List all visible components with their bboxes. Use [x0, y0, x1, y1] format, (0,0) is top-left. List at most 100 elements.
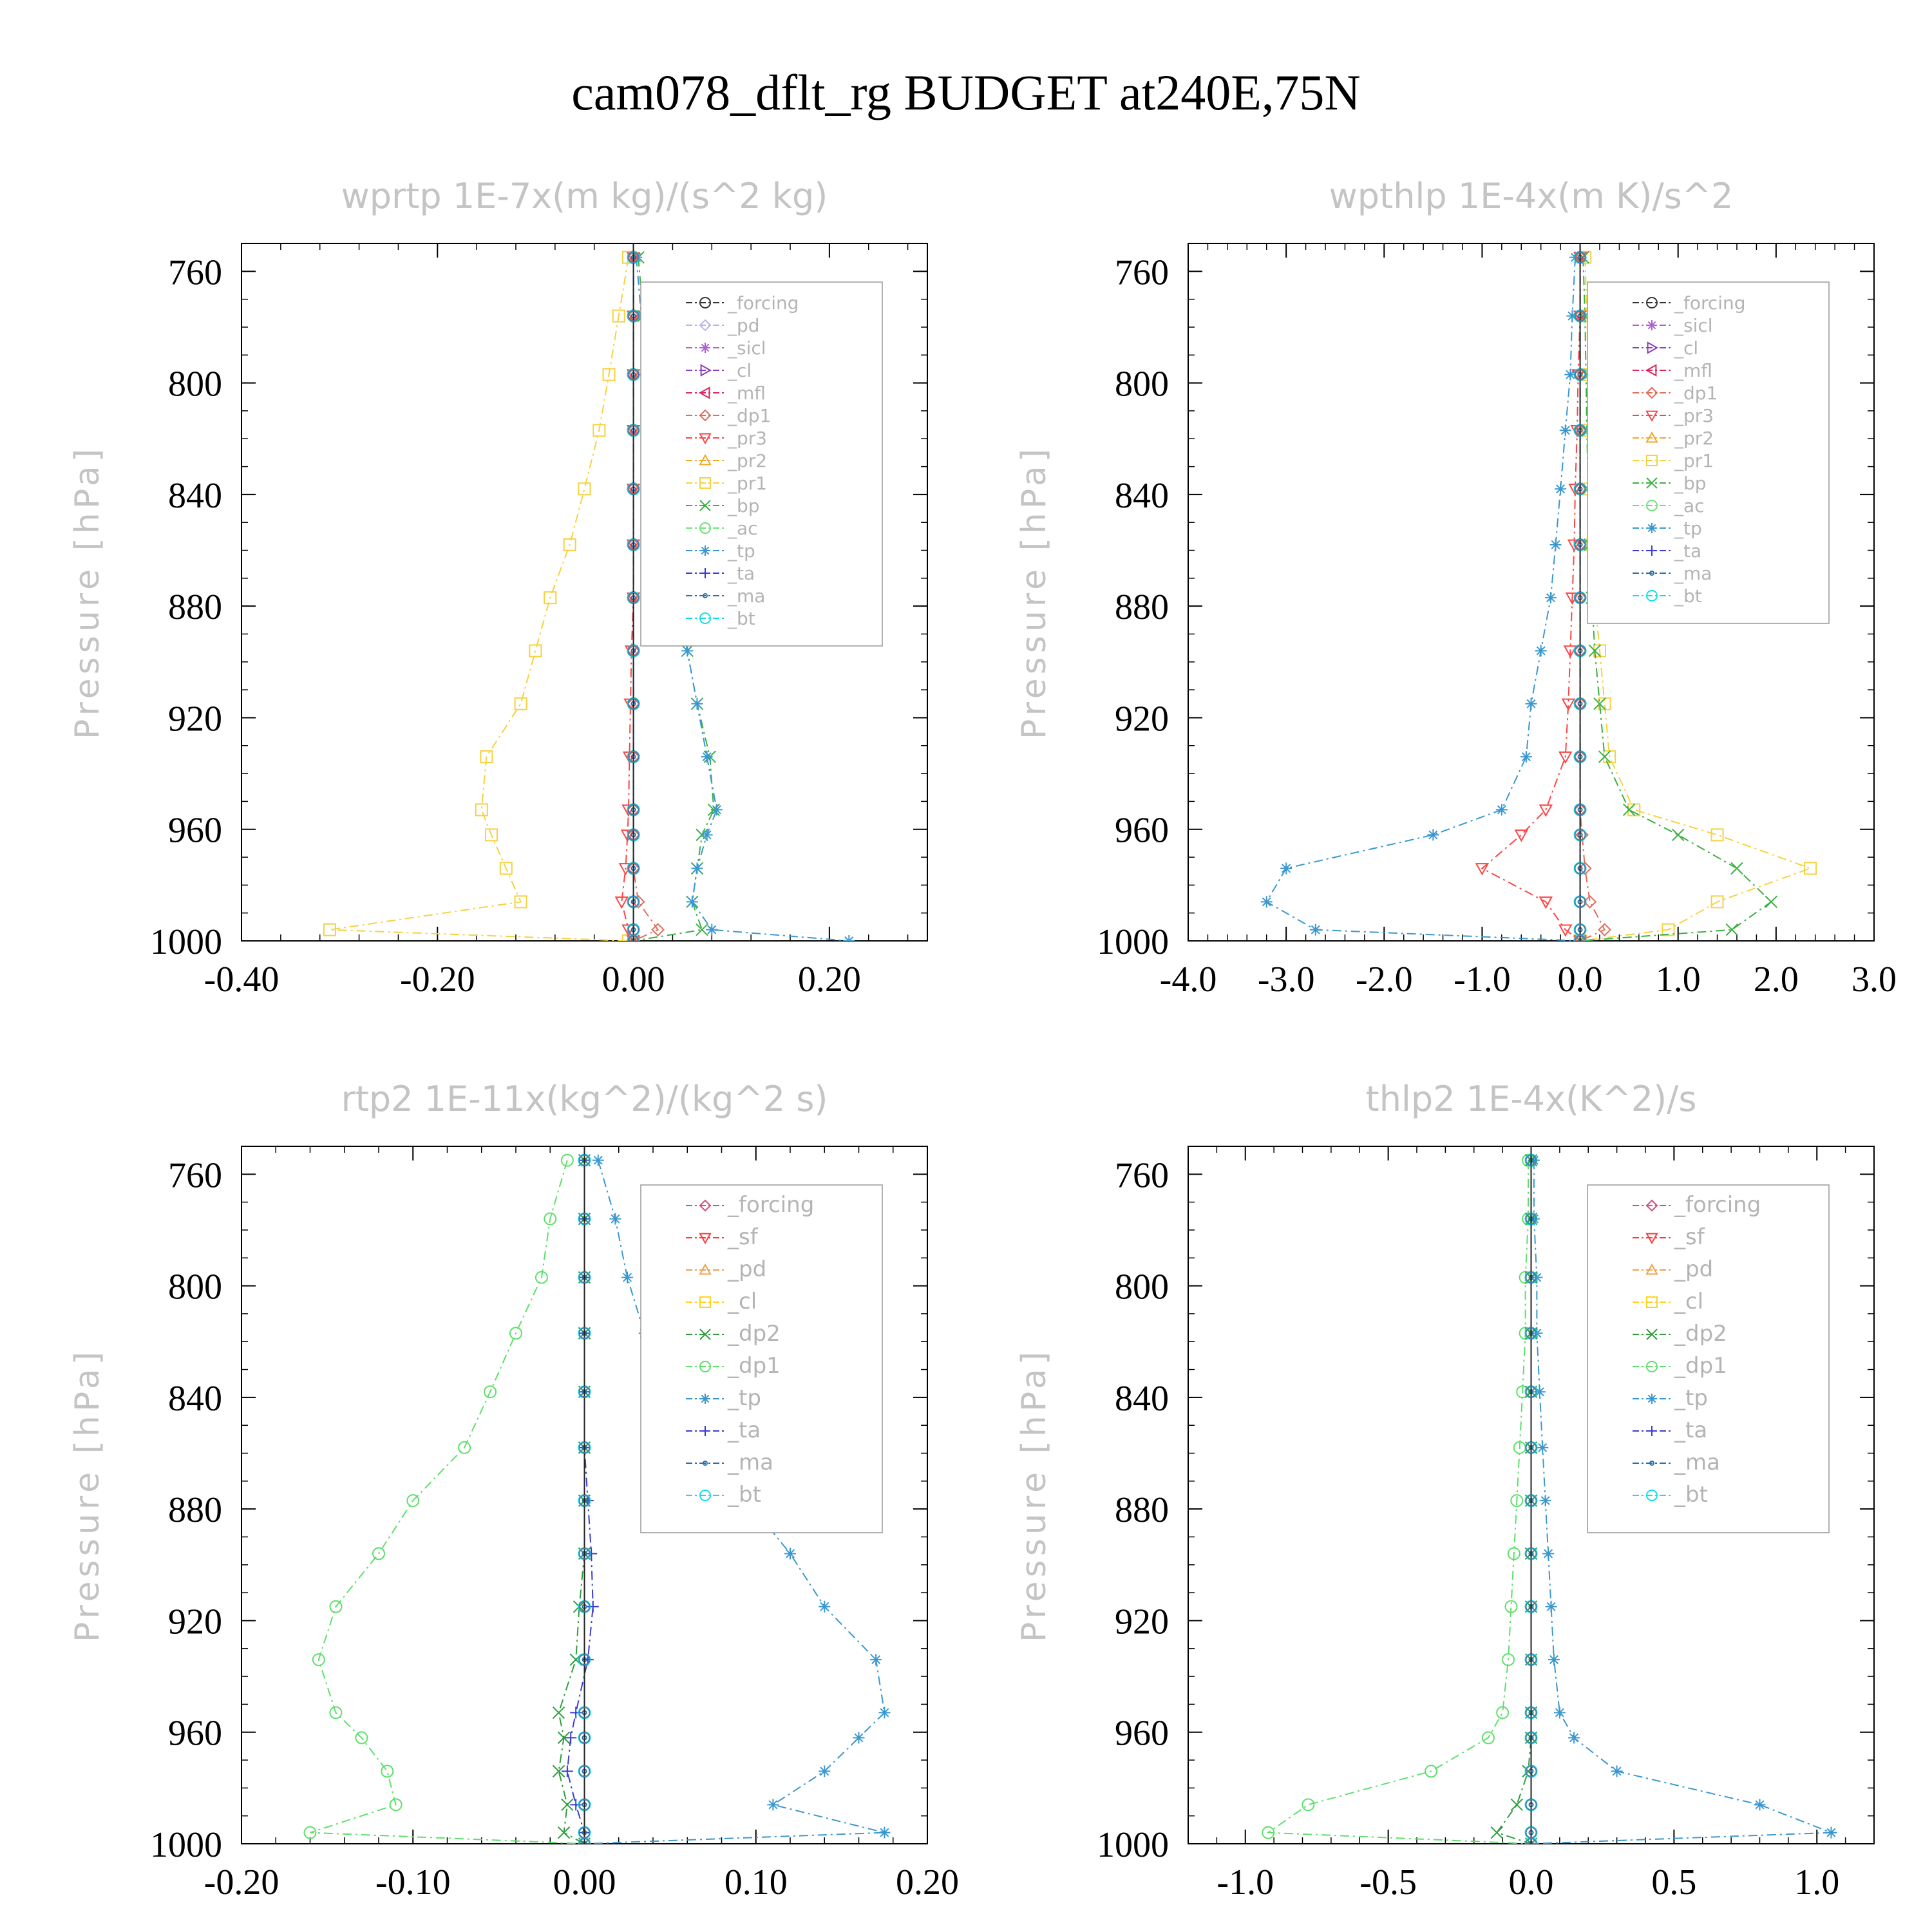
zero-line-marker	[1525, 1386, 1537, 1398]
legend-swatch-marker	[1647, 545, 1657, 556]
zero-line-marker	[1574, 538, 1586, 551]
x-tick-label: -0.10	[375, 1862, 451, 1902]
zero-line-marker	[578, 1441, 591, 1454]
zero-line-marker	[578, 1826, 591, 1839]
series-point_tp	[1553, 1707, 1566, 1719]
x-tick-label: -2.0	[1356, 960, 1413, 999]
legend-swatch-marker	[1647, 523, 1657, 533]
series-point_dp1	[651, 923, 665, 937]
y-tick-label: 1000	[150, 1825, 222, 1865]
y-axis-label: Pressure [hPa]	[1015, 445, 1054, 739]
series-point_tp	[1495, 804, 1508, 816]
series-point_bp	[1725, 923, 1739, 936]
series-point_pr3	[620, 829, 635, 842]
zero-line-marker	[578, 1386, 591, 1398]
series-point_bp	[696, 923, 708, 936]
series-point_tp	[1525, 697, 1537, 710]
panel-2: wpthlp 1E-4x(m K)/s^2 Pressure [hPa] 760 80…	[1015, 176, 1897, 999]
legend-swatch-marker	[1646, 297, 1658, 308]
legend-swatch-marker	[1646, 500, 1658, 511]
series-point_dp1	[303, 1826, 317, 1839]
series-point_tp	[878, 1826, 891, 1839]
series-point_pr1	[323, 923, 336, 936]
y-tick-label: 760	[1115, 1155, 1169, 1195]
legend-entry-label: _ma	[727, 585, 765, 607]
zero-line-marker	[627, 923, 639, 936]
series-point_dp2	[1490, 1826, 1503, 1839]
legend-entry-label: _ta	[727, 1417, 761, 1443]
legend-entry-label: _sicl	[1674, 315, 1713, 336]
panel-title: rtp2 1E-11x(kg^2)/(kg^2 s)	[341, 1079, 828, 1119]
series-point_dp2	[557, 1826, 571, 1839]
zero-line-marker	[1525, 1441, 1537, 1454]
legend-swatch-marker	[1647, 341, 1659, 354]
x-tick-label: -1.0	[1217, 1862, 1274, 1902]
zero-line-marker	[578, 1495, 591, 1507]
series-point_tp	[819, 1765, 831, 1777]
y-tick-label: 840	[168, 1379, 222, 1419]
series-line_pr3	[1481, 257, 1581, 941]
series-point_dp1	[1516, 1385, 1530, 1399]
legend-entry-label: _cl	[1674, 1289, 1703, 1314]
x-tick-label: 2.0	[1754, 960, 1799, 999]
series-point_bp	[1730, 862, 1743, 875]
legend-swatch-marker	[699, 1296, 711, 1308]
y-tick-label: 880	[1115, 1490, 1169, 1530]
y-tick-label: 880	[168, 587, 222, 627]
legend-entry-label: _bt	[1674, 585, 1702, 607]
legend-entry-label: _pr1	[1674, 450, 1714, 471]
legend-entry-label: _tp	[1674, 518, 1702, 539]
series-point_tp	[1427, 829, 1439, 841]
legend-swatch-marker	[1647, 1394, 1657, 1404]
zero-line-marker	[1525, 1271, 1537, 1283]
series-point_pr1	[1804, 862, 1817, 875]
legend-entry-label: _tp	[727, 1385, 761, 1411]
series-point_tp	[710, 804, 723, 816]
legend: _forcing_sicl_cl_mfl_dp1_pr3_pr2_pr1_bp_…	[1587, 281, 1830, 624]
panel-1: wprtp 1E-7x(m kg)/(s^2 kg) Pressure [hPa]…	[68, 176, 928, 999]
series-point_tp	[1544, 592, 1557, 604]
zero-line-marker	[1574, 829, 1586, 841]
series-point_tp	[686, 896, 698, 908]
series-point_pr1	[602, 368, 616, 381]
legend-entry-label: _sicl	[727, 337, 766, 359]
legend-entry-label: _dp1	[1674, 1353, 1727, 1379]
zero-line-marker	[1574, 251, 1586, 263]
zero-line-marker	[627, 697, 639, 710]
x-tick-label: 0.00	[553, 1862, 616, 1902]
legend-swatch-marker	[698, 386, 710, 399]
y-tick-label: 800	[168, 1267, 222, 1307]
legend-swatch-marker	[703, 593, 708, 598]
series-point_pr3	[614, 896, 629, 909]
series-point_tp	[1611, 1765, 1623, 1777]
zero-line-marker	[627, 829, 639, 841]
zero-line-marker	[1525, 1707, 1537, 1719]
legend-entry-label: _pr2	[727, 450, 767, 471]
x-tick-label: -0.5	[1359, 1862, 1417, 1902]
legend-entry-label: _tp	[1674, 1385, 1708, 1411]
zero-line-marker	[627, 538, 639, 551]
series-point_bp	[1765, 895, 1777, 909]
legend-swatch-marker	[1649, 1461, 1654, 1466]
series-point_pr3	[1558, 751, 1573, 764]
y-axis-label: Pressure [hPa]	[68, 1348, 107, 1642]
legend-swatch-marker	[699, 1490, 711, 1501]
zero-line-marker	[1525, 1495, 1537, 1507]
zero-line-marker	[578, 1600, 591, 1613]
zero-line-marker	[627, 935, 639, 941]
series-point_pr1	[612, 309, 625, 323]
zero-line-marker	[578, 1548, 591, 1560]
y-tick-label: 960	[1115, 811, 1169, 851]
series-point_dp1	[329, 1600, 343, 1613]
legend-swatch-marker	[699, 612, 711, 624]
zero-line-marker	[1574, 935, 1586, 941]
series-point_dp1	[1510, 1494, 1524, 1508]
legend-entry-label: _dp2	[727, 1321, 781, 1347]
series-point_dp1	[1481, 1731, 1495, 1745]
series-point_tp	[1539, 1495, 1551, 1507]
legend-swatch-marker	[1646, 1296, 1658, 1308]
series-point_tp	[1535, 645, 1547, 657]
panel-title: wpthlp 1E-4x(m K)/s^2	[1329, 176, 1734, 216]
y-tick-label: 800	[168, 365, 222, 404]
series-point_dp2	[1522, 1765, 1535, 1778]
